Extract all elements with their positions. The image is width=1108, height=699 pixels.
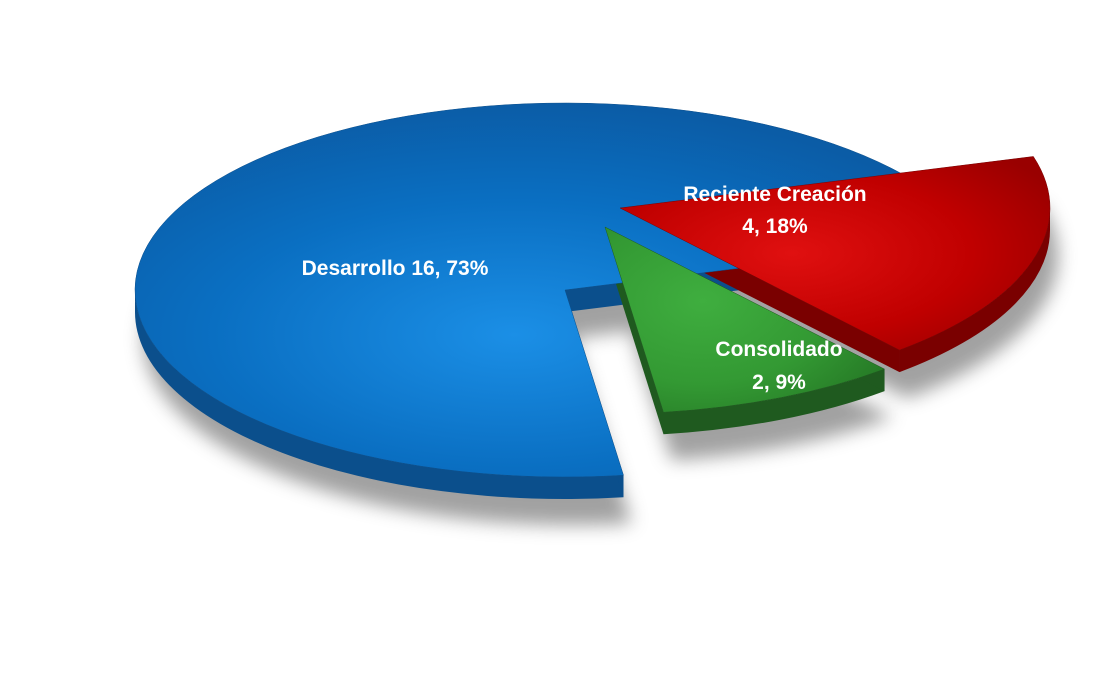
slice-reciente-creacion-rim [899, 208, 1050, 373]
pie-slice-tops [134, 102, 1051, 478]
label-consolidado-name: Consolidado [715, 338, 842, 361]
slice-consolidado [604, 226, 886, 413]
slice-reciente-creacion [619, 156, 1051, 351]
label-reciente-creacion-value: 4, 18% [742, 215, 808, 238]
slice-consolidado-rim [663, 369, 885, 435]
label-desarrollo: Desarrollo 16, 73% [302, 257, 489, 280]
label-consolidado-value: 2, 9% [752, 371, 806, 394]
label-reciente-creacion-name: Reciente Creación [683, 183, 866, 206]
slice-desarrollo-rim [135, 290, 624, 499]
